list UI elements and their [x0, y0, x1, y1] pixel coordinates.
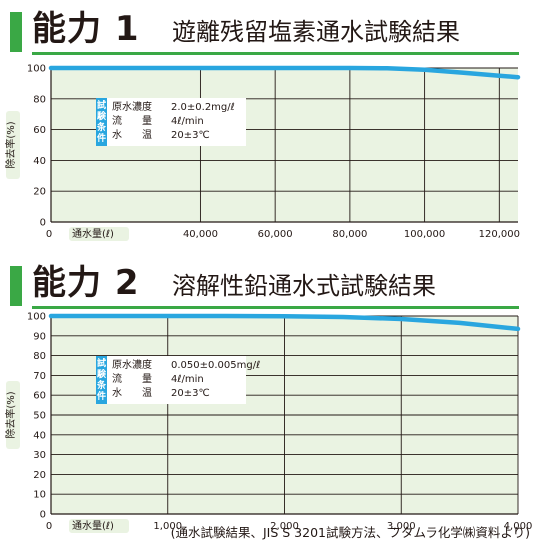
- series-line: [48, 65, 521, 80]
- section-2-number-title: 能力 2: [32, 263, 140, 303]
- condition-value: 20±3℃: [171, 388, 210, 399]
- section-2: 能力 2 溶解性鉛通水式試験結果 0 10 20 30 40 50 60 70 80 90 100 0…: [0, 262, 545, 533]
- section-1-header: 能力 1 遊離残留塩素通水試験結果: [0, 8, 545, 55]
- section-1-subtitle: 遊離残留塩素通水試験結果: [172, 18, 460, 46]
- x-tick-label: 1,000: [153, 521, 182, 532]
- conditions-label-char: 件: [97, 132, 106, 144]
- y-tick-label: 0: [40, 510, 46, 521]
- x-axis-label-bg: [69, 519, 129, 533]
- y-tick-label: 60: [33, 391, 46, 402]
- x-axis-label-bg: [69, 227, 129, 241]
- series-line: [48, 313, 521, 332]
- condition-value: 4ℓ/min: [171, 374, 204, 385]
- y-tick-label: 30: [33, 450, 46, 461]
- section-1: 能力 1 遊離残留塩素通水試験結果 0 20 40 60 80 100 0 40,000 60,…: [0, 8, 545, 253]
- condition-name: 水 温: [112, 387, 152, 399]
- y-tick-label: 70: [33, 371, 46, 382]
- section-2-header: 能力 2 溶解性鉛通水式試験結果: [0, 262, 545, 309]
- y-axis-title: 除去率(%): [4, 121, 17, 168]
- x-tick-label: 0: [46, 229, 52, 240]
- condition-name: 原水濃度: [112, 358, 152, 371]
- y-tick-label: 100: [27, 312, 46, 323]
- conditions-label-char: 条: [96, 379, 107, 391]
- y-tick-label: 40: [33, 156, 46, 167]
- y-tick-label: 0: [40, 218, 46, 229]
- y-tick-label: 10: [33, 490, 46, 501]
- conditions-label-char: 条: [96, 121, 107, 133]
- conditions-label-bar: [96, 356, 107, 404]
- section-1-accent-bar: [10, 12, 22, 52]
- y-tick-label: 80: [33, 351, 46, 362]
- x-tick-label: 40,000: [183, 229, 218, 240]
- condition-value: 0.050±0.005mg/ℓ: [171, 360, 260, 371]
- condition-name: 流 量: [112, 372, 152, 385]
- y-tick-label: 20: [33, 470, 46, 481]
- y-tick-label: 80: [33, 94, 46, 105]
- section-1-underline: [32, 52, 519, 55]
- chart-chlorine: 0 20 40 60 80 100 0 40,000 60,000 80,000 100,000 12…: [4, 64, 521, 241]
- conditions-panel: [96, 356, 246, 404]
- conditions-panel: [96, 98, 246, 146]
- section-2-subtitle: 溶解性鉛通水式試験結果: [172, 272, 436, 300]
- condition-name: 水 温: [112, 129, 152, 141]
- x-tick-label: 80,000: [332, 229, 367, 240]
- y-tick-label: 40: [33, 430, 46, 441]
- x-tick-label: 0: [46, 521, 52, 532]
- conditions-label-bar: [96, 98, 107, 146]
- section-1-number-title: 能力 1: [32, 9, 140, 49]
- section-2-accent-bar: [10, 266, 22, 306]
- conditions-label-char: 験: [96, 110, 107, 122]
- y-tick-label: 100: [27, 64, 46, 75]
- conditions-label-char: 験: [96, 368, 107, 380]
- x-tick-label: 60,000: [258, 229, 293, 240]
- condition-value: 20±3℃: [171, 130, 210, 141]
- source-footnote: (通水試験結果、JIS S 3201試験方法、フタムラ化学㈱資料より): [170, 525, 530, 540]
- conditions-label-char: 試: [97, 357, 106, 369]
- conditions-label-char: 件: [97, 390, 106, 402]
- x-tick-label: 100,000: [404, 229, 445, 240]
- condition-value: 4ℓ/min: [171, 116, 204, 127]
- y-axis-label-bg: [6, 381, 20, 449]
- chart-lead: 0 10 20 30 40 50 60 70 80 90 100 0 1,000 2,000 3,000 4,…: [4, 312, 533, 533]
- condition-name: 流 量: [112, 114, 152, 127]
- x-tick-label: 4,000: [504, 521, 533, 532]
- condition-value: 2.0±0.2mg/ℓ: [171, 102, 235, 113]
- x-tick-label: 3,000: [387, 521, 416, 532]
- section-2-underline: [32, 306, 519, 309]
- x-tick-label: 120,000: [479, 229, 520, 240]
- x-tick-label: 2,000: [270, 521, 299, 532]
- y-tick-label: 20: [33, 187, 46, 198]
- x-axis-title: 通水量(ℓ): [72, 228, 114, 240]
- y-tick-label: 60: [33, 125, 46, 136]
- condition-name: 原水濃度: [112, 100, 152, 113]
- conditions-label-char: 試: [97, 99, 106, 111]
- y-axis-label-bg: [6, 111, 20, 179]
- y-tick-label: 50: [33, 411, 46, 422]
- x-axis-title: 通水量(ℓ): [72, 520, 114, 532]
- y-axis-title: 除去率(%): [4, 391, 17, 438]
- y-tick-label: 90: [33, 331, 46, 342]
